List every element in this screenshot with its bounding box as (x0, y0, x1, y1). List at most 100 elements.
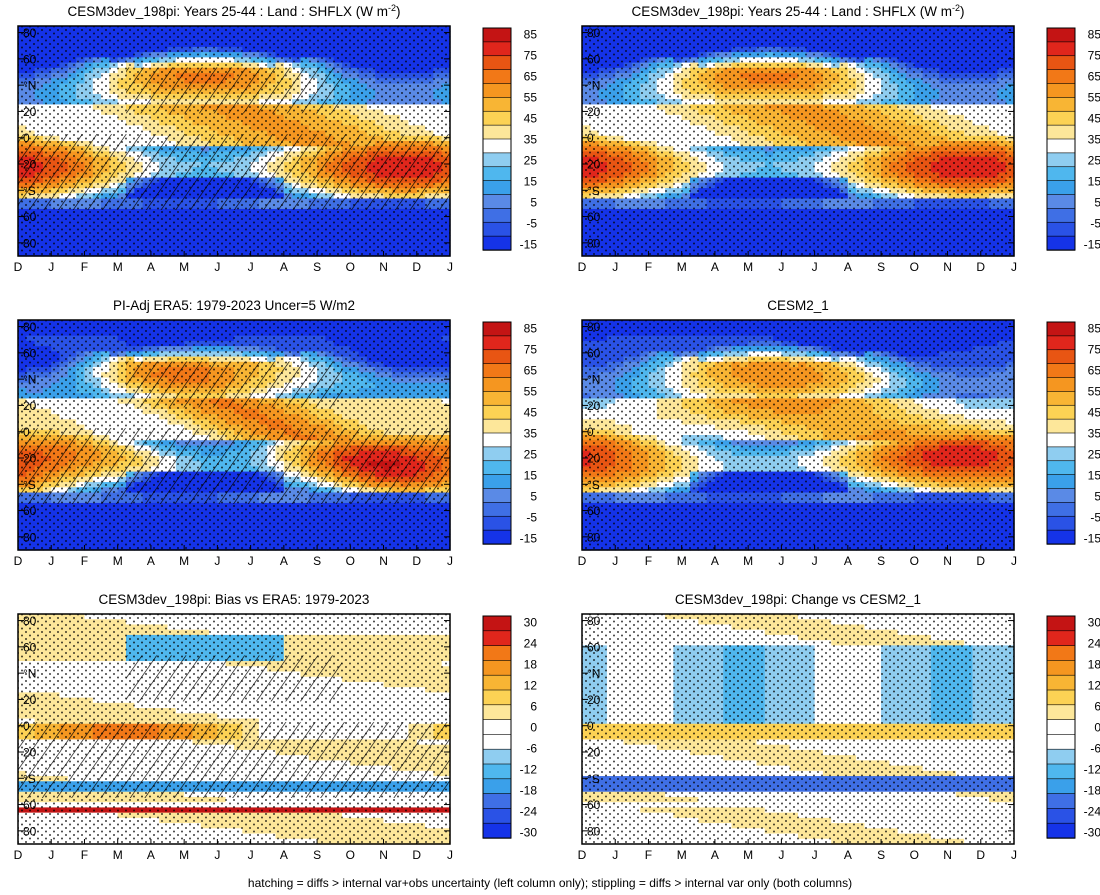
colorbar-label: 45 (1088, 112, 1100, 126)
y-tick-label: °S (23, 184, 36, 198)
x-tick-label: M (677, 260, 687, 274)
y-tick-label: 60 (587, 210, 601, 224)
colorbar-swatch (1046, 97, 1076, 112)
x-tick-label: D (412, 260, 421, 274)
colorbar-swatch (1046, 27, 1076, 43)
colorbar-swatch (1046, 55, 1076, 71)
y-tick-label: 60 (587, 52, 601, 66)
colorbar-label: 85 (1088, 28, 1100, 42)
colorbar-swatch (1046, 152, 1076, 168)
colorbar-swatch (1046, 124, 1076, 140)
y-tick-label: 80 (23, 26, 37, 40)
colorbar-label: 45 (524, 112, 538, 126)
colorbar-label: 5 (530, 196, 537, 210)
colorbar-label: 15 (1088, 175, 1100, 189)
x-tick-label: F (645, 260, 652, 274)
colorbar-label: 65 (1088, 70, 1100, 84)
x-tick-label: A (147, 260, 155, 274)
colorbar: 85 75 65 55 45 35 25 15 5 -5 -15 (482, 27, 538, 252)
x-tick-label: J (778, 260, 784, 274)
panel-2: CESM3dev_198pi: Years 25-44 : Land : SHF… (578, 3, 1100, 274)
x-tick-label: J (248, 260, 254, 274)
colorbar-swatch (482, 208, 512, 223)
colorbar-swatch (1046, 69, 1076, 85)
hatching-overlay (18, 134, 450, 210)
x-tick-label: M (743, 260, 753, 274)
colorbar-swatch (1046, 221, 1076, 237)
panel-title: CESM3dev_198pi: Years 25-44 : Land : SHF… (68, 3, 401, 19)
colorbar-swatch (482, 97, 512, 112)
x-tick-label: J (612, 260, 618, 274)
colorbar-swatch (1046, 138, 1076, 154)
x-tick-label: N (379, 260, 388, 274)
x-tick-label: J (1011, 260, 1017, 274)
panel-3: PI-Adj ERA5: 1979-2023 Uncer=5 W/m28060°… (14, 298, 538, 568)
colorbar-label: -15 (520, 238, 538, 252)
y-tick-label: 20 (23, 158, 37, 172)
x-tick-label: J (214, 260, 220, 274)
colorbar-swatch (482, 138, 512, 154)
colorbar-swatch (482, 55, 512, 71)
x-tick-label: M (179, 260, 189, 274)
colorbar-label: 15 (524, 175, 538, 189)
x-tick-label: D (578, 260, 587, 274)
colorbar-swatch (482, 27, 512, 43)
colorbar-swatch (482, 166, 512, 182)
colorbar-label: 35 (524, 133, 538, 147)
colorbar-swatch (482, 221, 512, 237)
colorbar-label: -5 (1090, 217, 1100, 231)
colorbar-swatch (482, 180, 512, 196)
stippling-overlay (582, 26, 1014, 256)
x-tick-label: A (711, 260, 719, 274)
panel-title: CESM3dev_198pi: Years 25-44 : Land : SHF… (632, 3, 965, 19)
colorbar-swatch (482, 41, 512, 57)
colorbar-swatch (1046, 41, 1076, 57)
colorbar-label: 25 (524, 154, 538, 168)
x-tick-label: O (346, 260, 355, 274)
x-tick-label: J (48, 260, 54, 274)
x-tick-label: S (313, 260, 321, 274)
colorbar-swatch (482, 110, 512, 126)
x-tick-label: M (113, 260, 123, 274)
figure-canvas: CESM3dev_198pi: Years 25-44 : Land : SHF… (14, 3, 1100, 862)
x-tick-label: F (81, 260, 88, 274)
colorbar-label: 35 (1088, 133, 1100, 147)
colorbar-label: 5 (1094, 196, 1100, 210)
y-tick-label: 80 (587, 236, 601, 250)
y-tick-label: 60 (23, 210, 37, 224)
y-tick-label: 0 (23, 131, 30, 145)
colorbar-swatch (482, 152, 512, 168)
colorbar-swatch (482, 83, 512, 99)
x-tick-label: D (976, 260, 985, 274)
x-tick-label: N (943, 260, 952, 274)
y-tick-label: 20 (587, 158, 601, 172)
x-tick-label: A (280, 260, 288, 274)
colorbar-swatch (1046, 235, 1076, 251)
x-tick-label: J (447, 260, 453, 274)
y-tick-label: °N (587, 79, 600, 93)
colorbar-label: 85 (524, 28, 538, 42)
colorbar-swatch (1046, 180, 1076, 196)
colorbar-label: 75 (524, 49, 538, 63)
colorbar-label: 25 (1088, 154, 1100, 168)
colorbar-swatch (1046, 110, 1076, 126)
x-tick-label: S (877, 260, 885, 274)
y-tick-label: °S (587, 184, 600, 198)
y-tick-label: °N (23, 79, 36, 93)
panel-1: CESM3dev_198pi: Years 25-44 : Land : SHF… (14, 3, 538, 274)
colorbar-swatch (1046, 166, 1076, 182)
colorbar-label: 65 (524, 70, 538, 84)
colorbar-label: 55 (524, 91, 538, 105)
y-tick-label: 80 (587, 26, 601, 40)
panel-title: PI-Adj ERA5: 1979-2023 Uncer=5 W/m2 (113, 298, 355, 313)
y-tick-label: 20 (587, 105, 601, 119)
colorbar-swatch (1046, 208, 1076, 223)
colorbar-label: 75 (1088, 49, 1100, 63)
y-tick-label: 80 (23, 236, 37, 250)
hatching-overlay (126, 67, 342, 114)
x-tick-label: O (910, 260, 919, 274)
colorbar-label: -5 (526, 217, 537, 231)
colorbar-label: -15 (1084, 238, 1100, 252)
colorbar-swatch (482, 235, 512, 251)
